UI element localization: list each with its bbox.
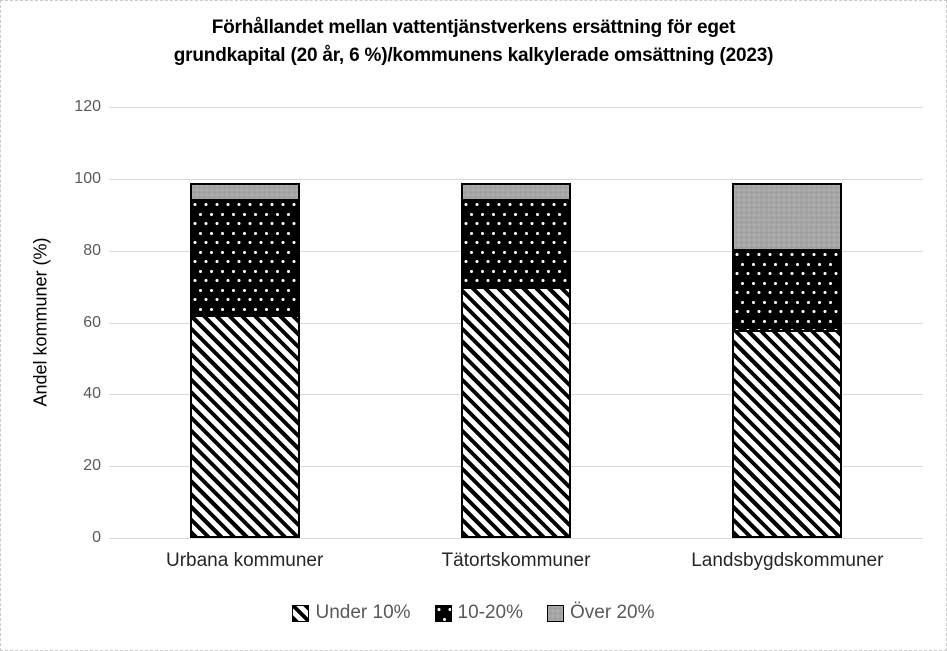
gridline-100 [109, 179, 923, 180]
y-tick-label-20: 20 [83, 457, 101, 474]
legend-item-under-10: Under 10% [292, 602, 411, 624]
y-tick-label-60: 60 [83, 314, 101, 331]
bar-segment-urbana-kommuner-under-10 [190, 315, 300, 538]
chart-title-line-2: grundkapital (20 år, 6 %)/kommunens kalk… [173, 45, 774, 66]
chart-title: Förhållandet mellan vattentjänstverkens … [1, 14, 946, 70]
bar-t-tortskommuner [461, 182, 571, 538]
y-tick-label-0: 0 [92, 529, 101, 546]
bar-segment-landsbygdskommuner-10-20 [732, 249, 842, 332]
legend-item-10-20: 10-20% [434, 602, 524, 624]
legend: Under 10% 10-20% Över 20% [1, 602, 946, 624]
y-tick-label-40: 40 [83, 385, 101, 402]
bar-landsbygdskommuner [732, 182, 842, 538]
legend-swatch-10-20-icon [434, 604, 452, 622]
x-axis-label-urbana-kommuner: Urbana kommuner [165, 550, 324, 571]
bar-segment-landsbygdskommuner-ver-20 [732, 182, 842, 252]
legend-label-ver-20: Över 20% [570, 602, 655, 623]
legend-label-under-10: Under 10% [315, 602, 411, 623]
y-axis-title: Andel kommuner (%) [30, 237, 51, 407]
legend-swatch-under-10-icon [292, 604, 310, 622]
bar-segment-landsbygdskommuner-under-10 [732, 329, 842, 538]
bar-urbana-kommuner [190, 182, 300, 538]
y-tick-label-100: 100 [74, 170, 101, 187]
x-axis-labels: Urbana kommuner Tätortskommuner Landsbygds… [109, 550, 923, 572]
legend-item-ver-20: Över 20% [547, 602, 655, 624]
chart-title-line-1: Förhållandet mellan vattentjänstverkens … [211, 17, 736, 38]
gridline-0 [109, 538, 923, 539]
gridline-120 [109, 107, 923, 108]
bar-segment-t-tortskommuner-10-20 [461, 198, 571, 289]
y-tick-label-120: 120 [74, 98, 101, 115]
x-axis-label-landsbygdskommuner: Landsbygdskommuner [691, 550, 884, 571]
legend-label-10-20: 10-20% [457, 602, 524, 623]
plot-area [109, 107, 923, 539]
legend-swatch-ver-20-icon [547, 604, 565, 622]
bar-segment-urbana-kommuner-10-20 [190, 198, 300, 318]
bar-segment-t-tortskommuner-under-10 [461, 286, 571, 538]
x-axis-label-t-tortskommuner: Tätortskommuner [441, 550, 591, 571]
y-tick-label-80: 80 [83, 242, 101, 259]
